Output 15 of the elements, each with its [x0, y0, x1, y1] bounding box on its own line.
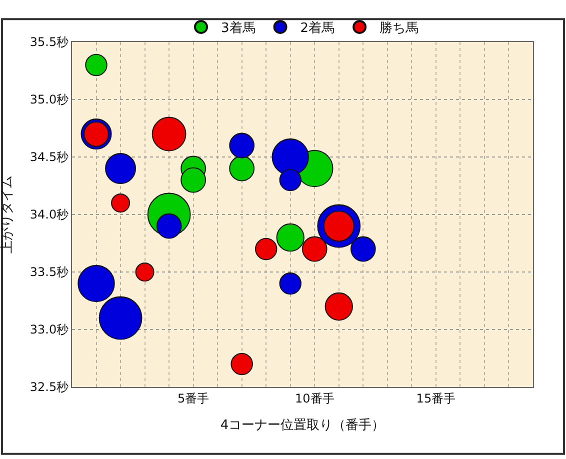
x-tick-label: 5番手 [178, 391, 210, 406]
x-tick-label: 10番手 [294, 391, 334, 406]
legend-label: 勝ち馬 [380, 21, 419, 36]
legend-label: 2着馬 [300, 20, 335, 36]
y-tick-label: 32.5秒 [30, 380, 69, 394]
y-tick-label: 33.0秒 [30, 322, 69, 337]
y-tick-label: 34.0秒 [30, 208, 69, 222]
legend-label: 3着馬 [221, 20, 256, 36]
x-tick-label: 15番手 [416, 391, 456, 406]
y-tick-label: 33.5秒 [30, 265, 69, 280]
x-axis-title: 4コーナー位置取り（番手） [220, 418, 385, 433]
y-tick-label: 35.5秒 [30, 35, 69, 50]
y-axis-title: 上がりタイム [0, 176, 15, 254]
y-tick-label: 34.5秒 [30, 150, 69, 164]
y-tick-label: 35.0秒 [30, 92, 69, 107]
